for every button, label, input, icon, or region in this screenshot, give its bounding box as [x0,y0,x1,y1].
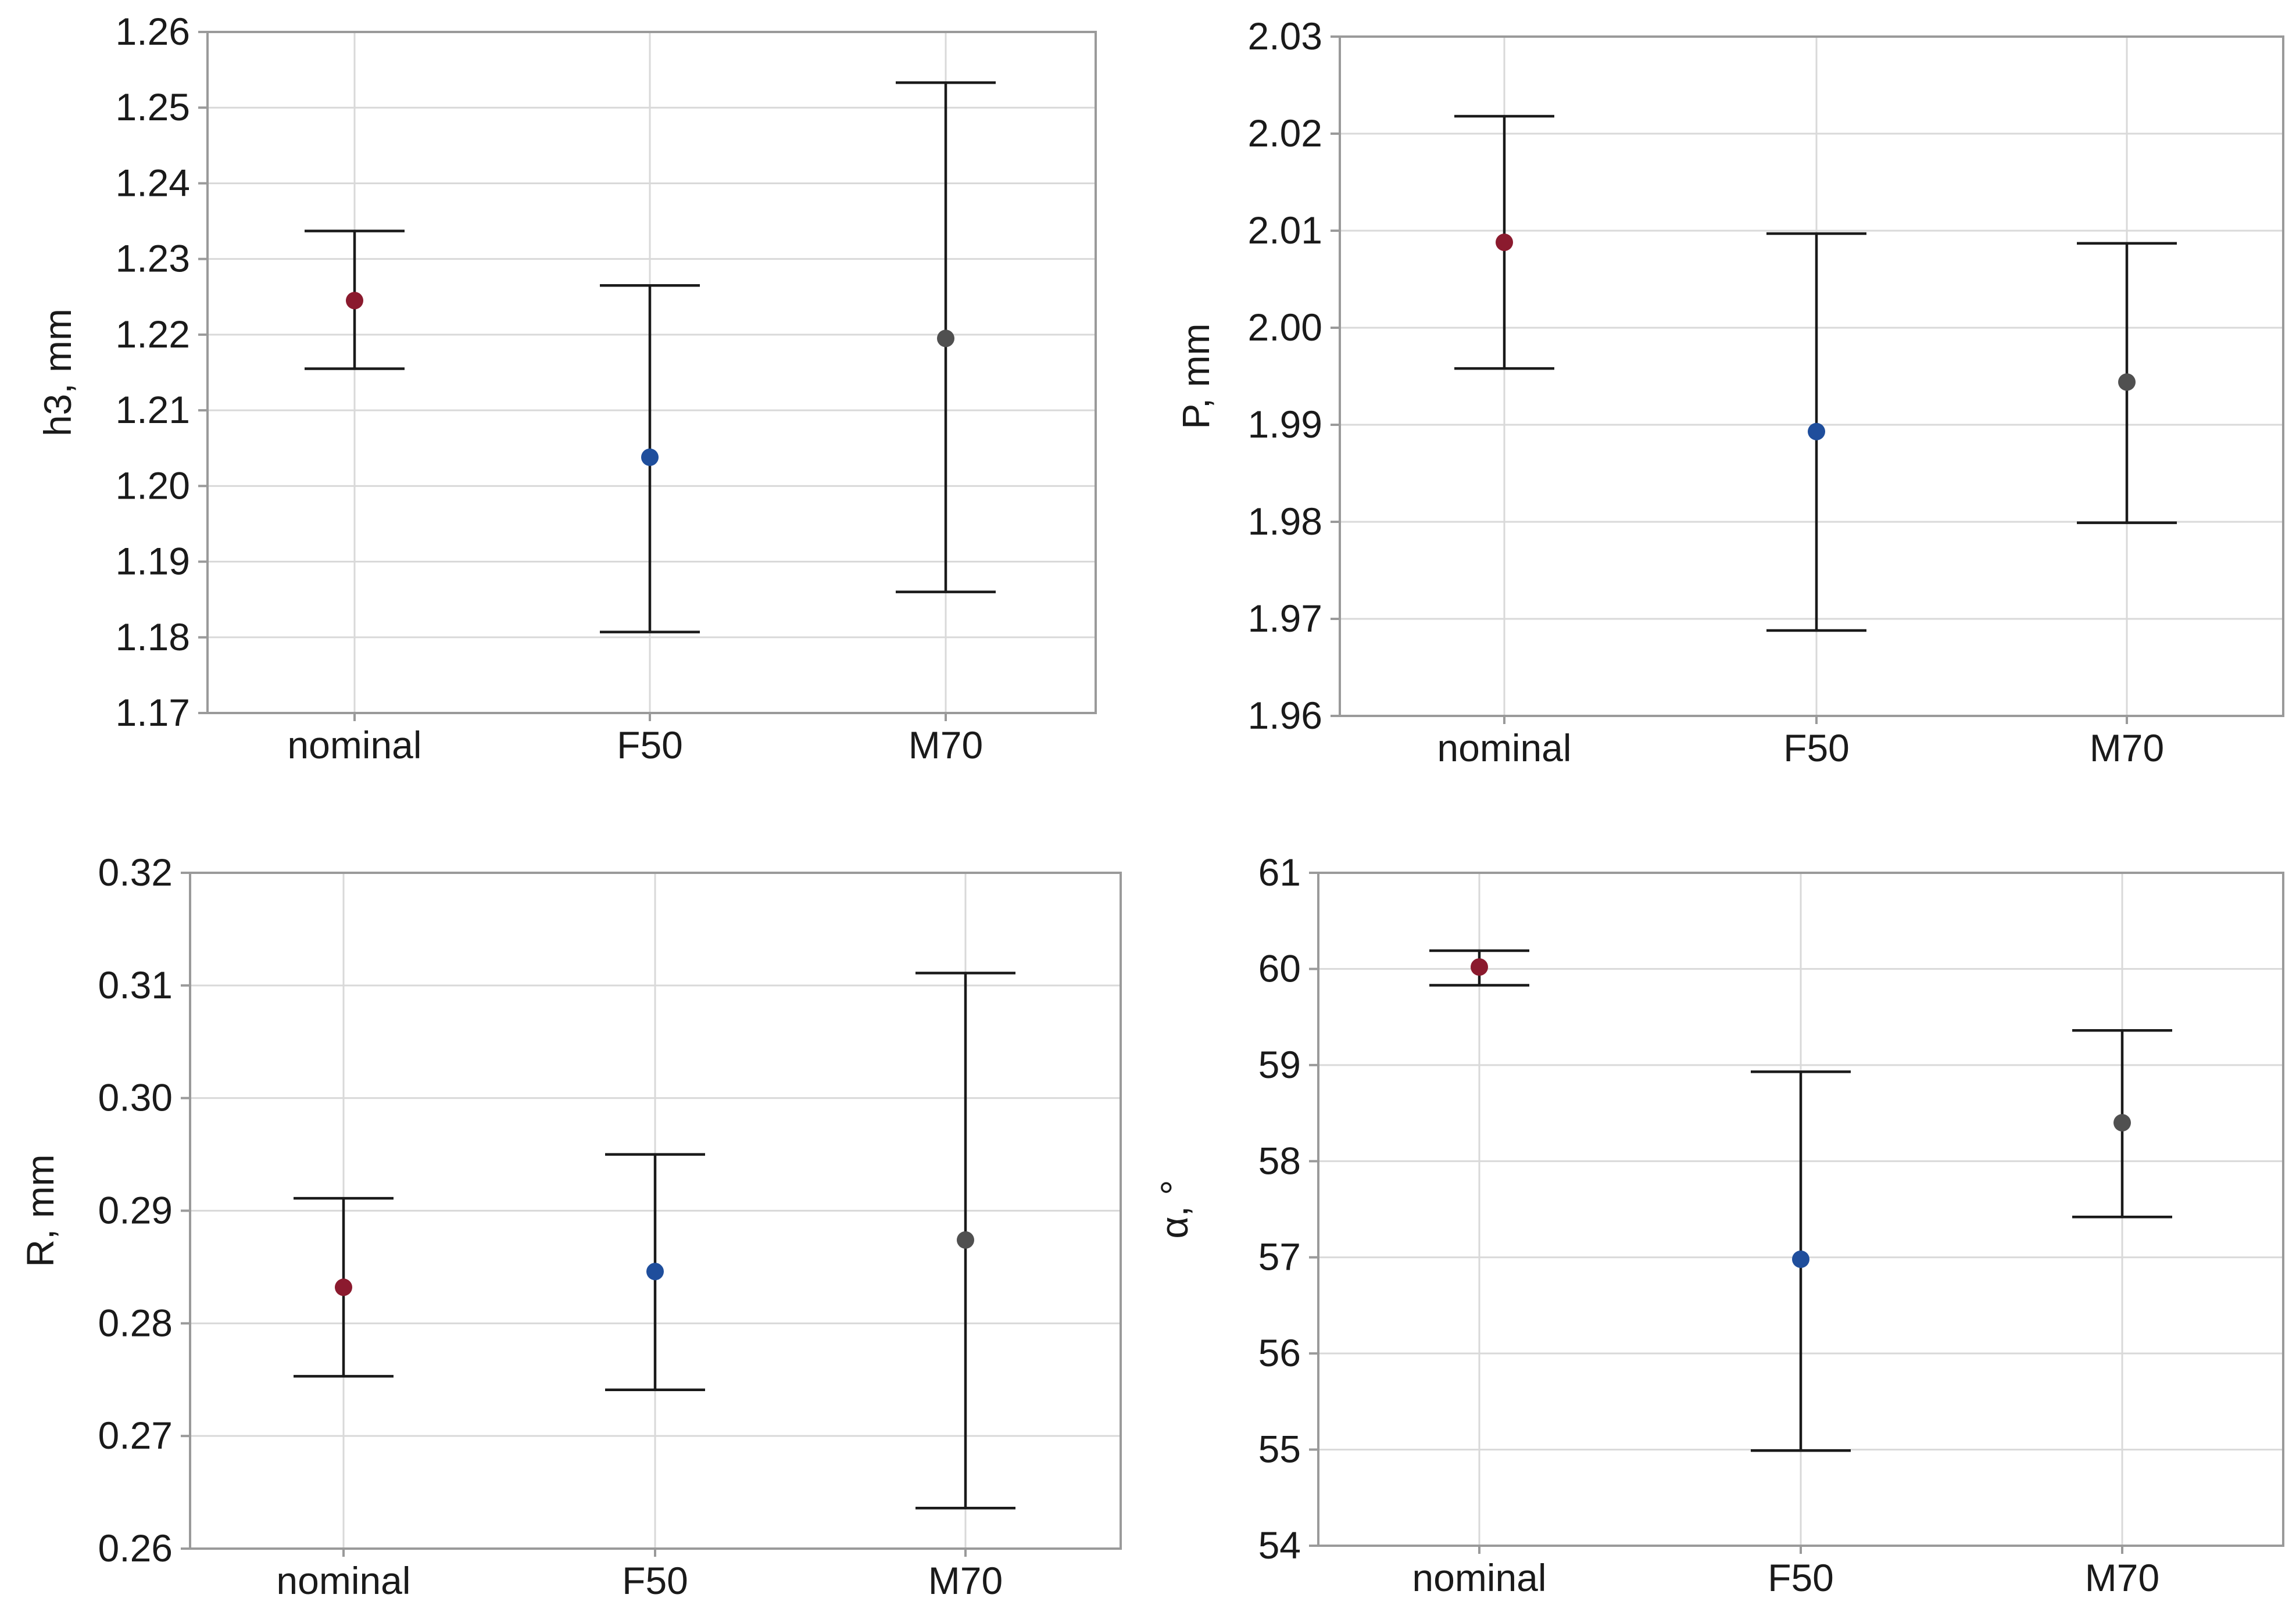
errorbar-f50 [1766,232,1866,632]
y-tick-label: 0.29 [98,1189,173,1232]
mean-point-nominal [335,1278,352,1296]
mean-point-nominal [346,292,363,310]
y-tick-label: 1.99 [1248,403,1322,446]
y-tick-label: 1.24 [116,161,190,204]
mean-point-m70 [937,329,954,347]
errorbar-f50 [1751,1070,1851,1452]
y-tick-label: 0.26 [98,1527,173,1570]
y-tick-label: 1.22 [116,313,190,356]
x-tick-label-nominal: nominal [1412,1556,1546,1599]
chart-panel-alpha: 54 55 56 57 58 59 60 61 nominal F50 M70 α, ° [1153,851,2284,1599]
errorbar-m70 [2072,1029,2172,1219]
x-tick-label-f50: F50 [1783,726,1850,769]
y-axis-label: h3, mm [36,309,79,436]
plot-frame [206,31,1097,714]
y-tick-label: 2.03 [1248,15,1322,58]
y-tick-label: 0.31 [98,963,173,1006]
y-axis-label: R, mm [19,1154,62,1267]
y-tick-label: 1.17 [116,691,190,734]
y-tick-label: 55 [1258,1428,1301,1471]
y-tick-label: 1.97 [1248,597,1322,640]
y-tick-label: 0.28 [98,1301,173,1344]
x-tick-label-nominal: nominal [287,723,421,766]
y-tick-label: 54 [1258,1524,1301,1567]
y-tick-label: 2.01 [1248,209,1322,252]
y-tick-label: 1.98 [1248,500,1322,543]
mean-point-m70 [2118,373,2136,391]
y-tick-label: 0.30 [98,1076,173,1119]
x-tick-label-f50: F50 [617,723,683,766]
errorbar-nominal [1429,949,1529,987]
y-tick-label: 1.25 [116,85,190,128]
errorbar-nominal [294,1196,394,1378]
gridlines [208,31,1096,714]
y-tick-label: 1.18 [116,615,190,658]
y-axis-label: α, ° [1153,1180,1196,1238]
errorbar-m70 [896,81,996,593]
y-tick-label: 1.23 [116,237,190,280]
x-tick-label-m70: M70 [909,723,983,766]
x-tick-label-f50: F50 [1768,1556,1834,1599]
y-tick-label: 1.26 [116,10,190,53]
errorbar-m70 [915,972,1015,1510]
mean-point-m70 [2113,1114,2131,1132]
x-tick-label-m70: M70 [2090,726,2164,769]
mean-point-nominal [1496,234,1513,252]
chart-panel-P: 1.96 1.97 1.98 1.99 2.00 2.01 2.02 2.03 nominal F… [1174,15,2284,769]
x-tick-label-f50: F50 [622,1559,688,1602]
mean-point-f50 [646,1263,664,1281]
errorbar-f50 [605,1153,705,1391]
y-tick-label: 1.19 [116,540,190,583]
y-tick-label: 2.00 [1248,306,1322,349]
mean-point-f50 [1808,422,1825,440]
plot-frame [1339,35,2284,717]
y-tick-label: 2.02 [1248,112,1322,155]
mean-point-f50 [1792,1251,1809,1269]
y-tick-label: 61 [1258,851,1301,894]
y-tick-label: 0.27 [98,1414,173,1457]
y-tick-label: 0.32 [98,851,173,894]
mean-point-f50 [641,448,659,466]
errorbar-m70 [2077,242,2177,524]
x-tick-label-nominal: nominal [276,1559,410,1602]
errorbar-nominal [1454,114,1554,370]
y-tick-label: 56 [1258,1331,1301,1374]
y-tick-label: 58 [1258,1139,1301,1182]
y-tick-label: 1.20 [116,464,190,507]
y-tick-label: 1.21 [116,388,190,431]
x-tick-label-m70: M70 [928,1559,1003,1602]
y-tick-label: 57 [1258,1235,1301,1278]
chart-panel-R: 0.26 0.27 0.28 0.29 0.30 0.31 0.32 nominal F50 M7… [19,851,1122,1602]
errorbar-f50 [600,284,700,633]
y-tick-label: 59 [1258,1043,1301,1086]
mean-point-nominal [1471,958,1488,976]
chart-panel-h3: 1.17 1.18 1.19 1.20 1.21 1.22 1.23 1.24 1.25 1.26… [36,10,1097,766]
errorbar-nominal [305,230,405,370]
x-tick-label-m70: M70 [2085,1556,2159,1599]
y-tick-label: 60 [1258,947,1301,990]
x-tick-label-nominal: nominal [1437,726,1571,769]
y-tick-label: 1.96 [1248,694,1322,737]
y-axis-label: P, mm [1174,323,1217,429]
gridlines [1340,35,2283,717]
mean-point-m70 [957,1231,974,1249]
